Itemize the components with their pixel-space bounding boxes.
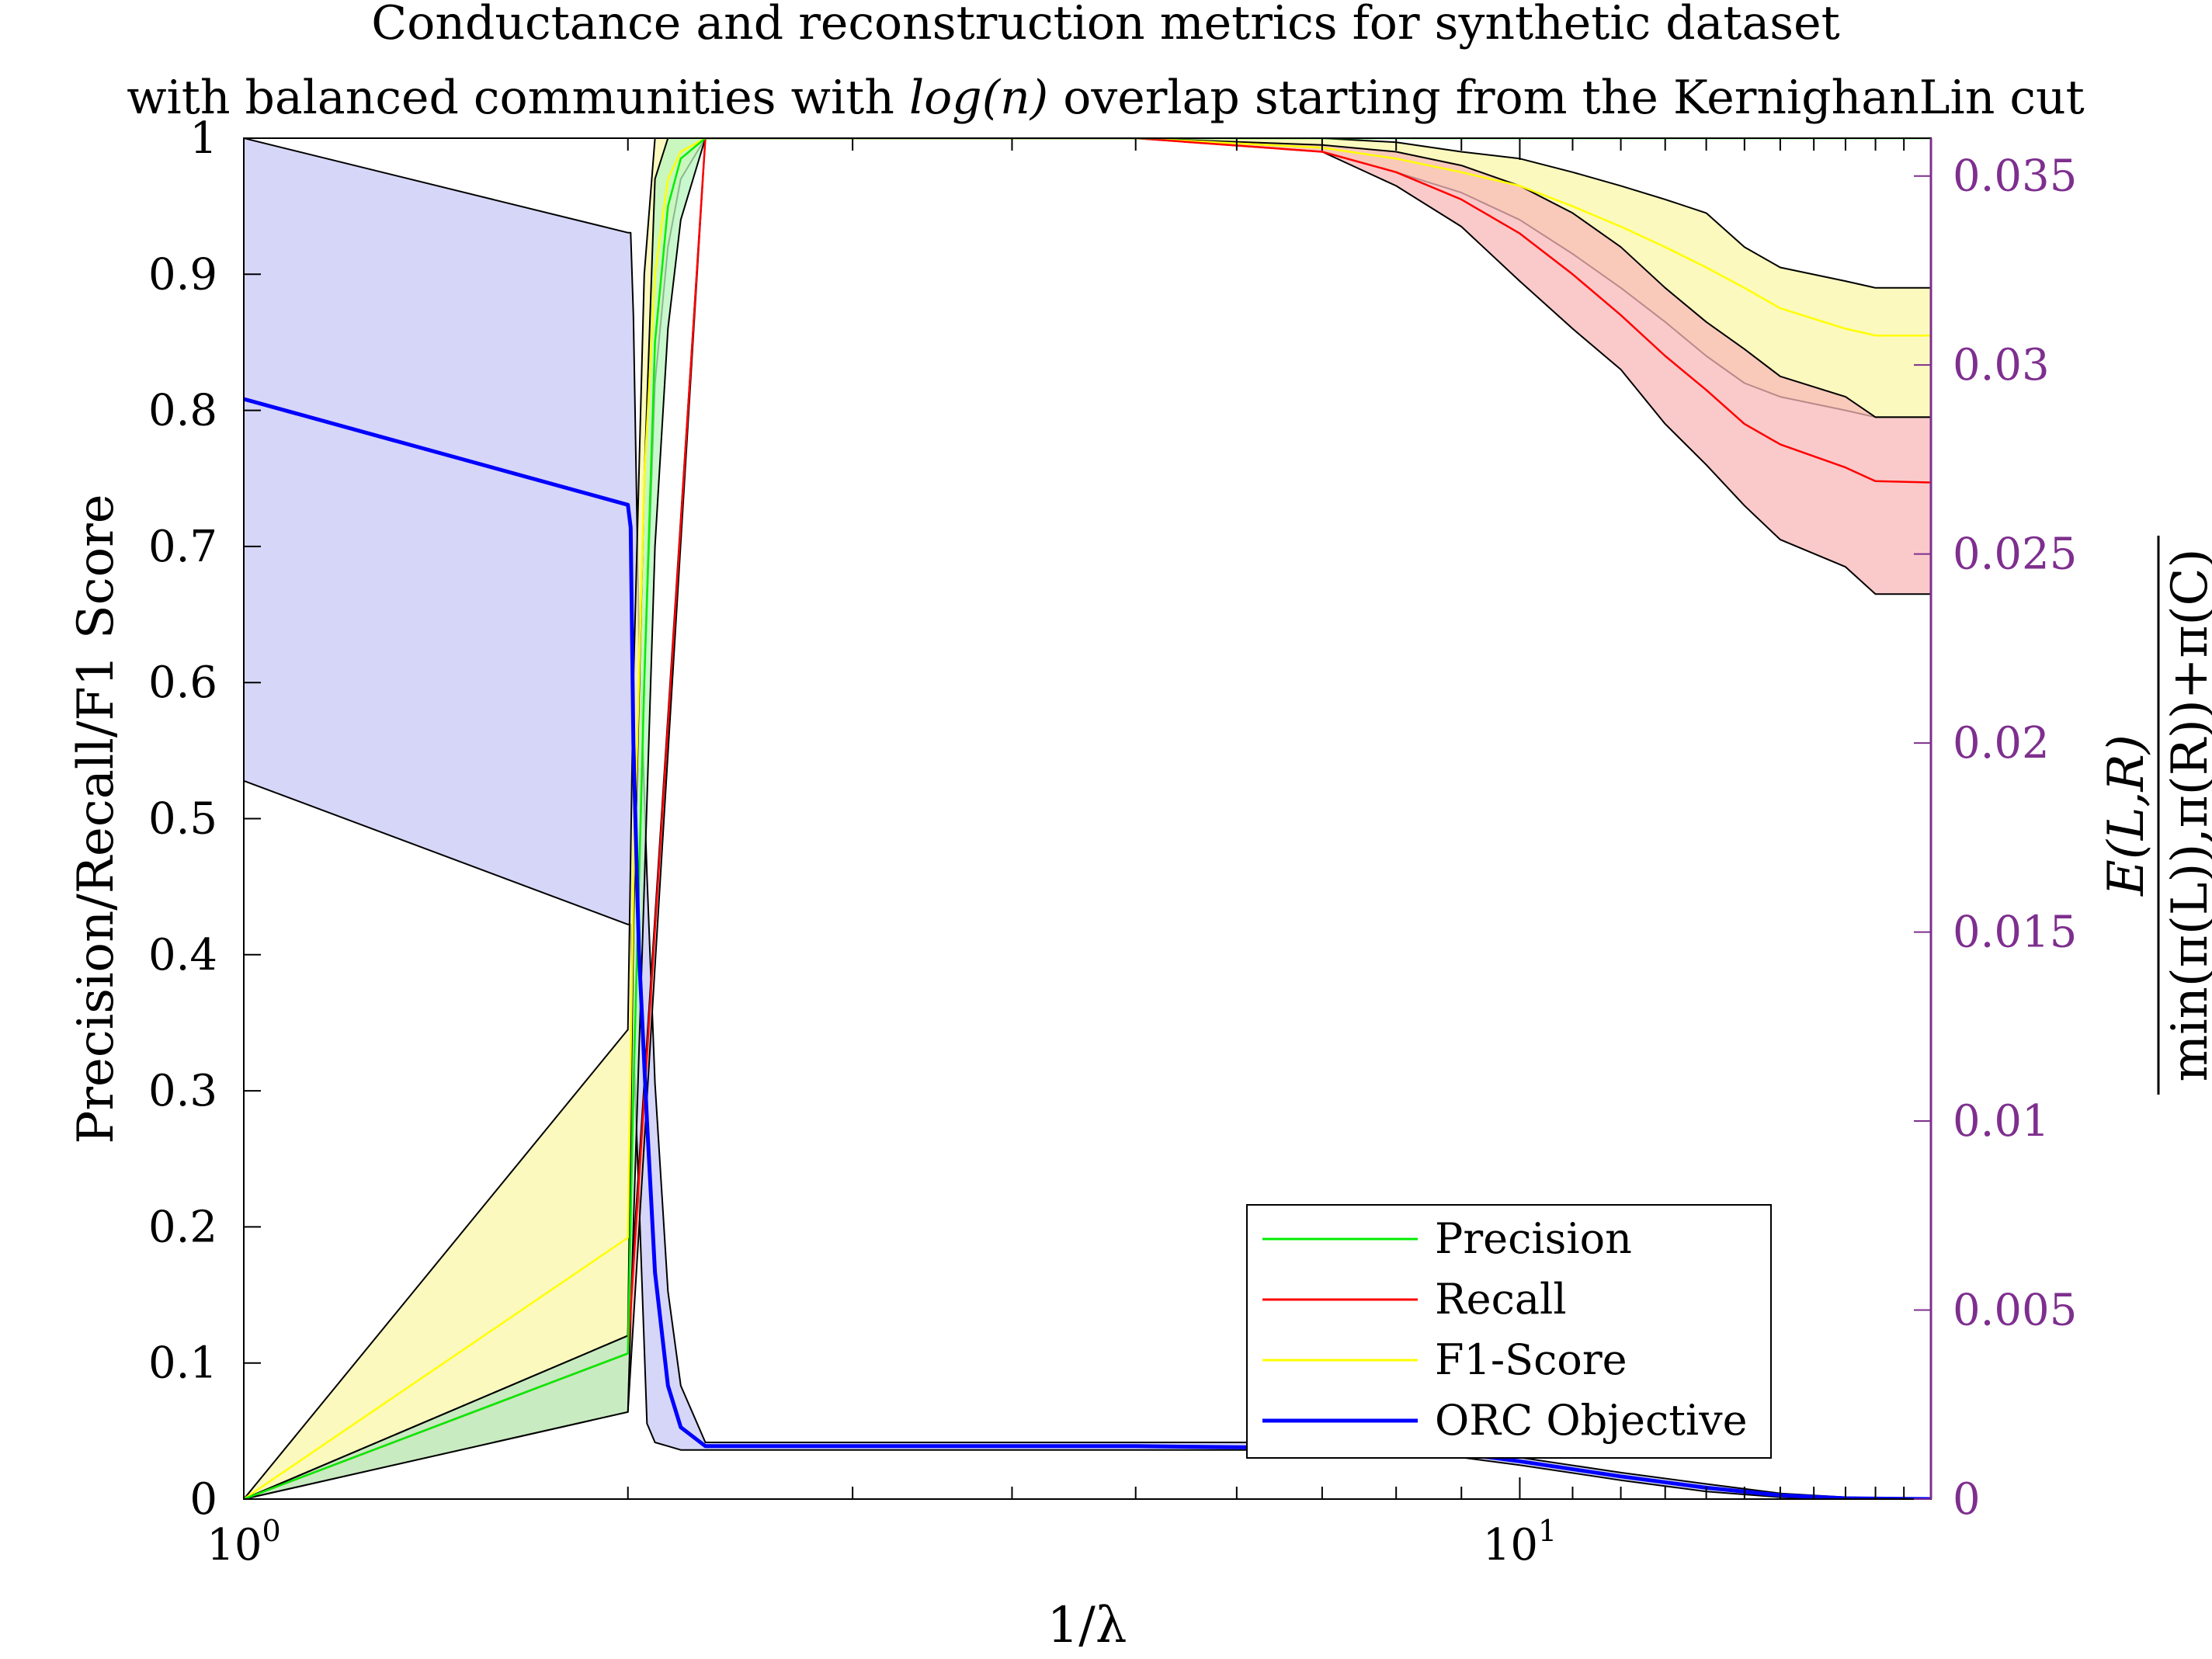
f1-score-band (244, 138, 1931, 1499)
recall-band (244, 138, 1931, 1499)
right-y-tick-label: 0.03 (1953, 340, 2050, 390)
legend-label-orc-objective: ORC Objective (1435, 1396, 1748, 1445)
right-y-axis-label: E(L,R) min(π(L)),π(R))+π(C) (2098, 536, 2212, 1095)
recall-line (244, 138, 1931, 1499)
left-y-axis-ticks: 0 0.1 0.2 0.3 0.4 0.5 0.6 0.7 0.8 0.9 1 (148, 113, 261, 1525)
right-y-tick-label: 0.015 (1953, 908, 2077, 958)
left-y-tick-label: 1 (189, 113, 217, 164)
legend-box (1246, 1204, 1772, 1459)
x-tick-label: 100 (207, 1514, 280, 1570)
right-y-tick-label: 0.025 (1953, 529, 2077, 580)
precision-band (244, 138, 1931, 1499)
f1-score-line (244, 138, 1931, 1499)
legend-label-recall: Recall (1435, 1275, 1567, 1324)
left-y-tick-label: 0.9 (148, 249, 217, 300)
left-y-tick-label: 0.7 (148, 522, 217, 572)
confidence-bands (244, 138, 1931, 1499)
x-axis-ticks: 100 101 (207, 138, 1905, 1570)
left-y-tick-label: 0.6 (148, 658, 217, 708)
right-y-tick-label: 0.01 (1953, 1096, 2050, 1147)
left-y-tick-label: 0.2 (148, 1202, 217, 1252)
legend-label-f1-score: F1-Score (1435, 1335, 1627, 1384)
chart-title-line2: with balanced communities with log(n) ov… (127, 71, 2085, 125)
right-y-tick-label: 0.005 (1953, 1286, 2077, 1336)
right-y-tick-label: 0.035 (1953, 151, 2077, 202)
chart-title-line1: Conductance and reconstruction metrics f… (371, 0, 1839, 50)
precision-line (244, 138, 1931, 1499)
right-y-tick-label: 0.02 (1953, 718, 2050, 769)
left-y-tick-label: 0 (189, 1474, 217, 1525)
right-y-axis-ticks: 0 0.005 0.01 0.015 0.02 0.025 0.03 0.035 (1914, 151, 2077, 1525)
legend: Precision Recall F1-Score ORC Objective (1246, 1204, 1772, 1459)
left-y-axis-label: Precision/Recall/F1 Score (68, 494, 125, 1144)
left-y-tick-label: 0.1 (148, 1338, 217, 1389)
x-axis-label: 1/λ (1047, 1597, 1127, 1654)
svg-text:min(π(L)),π(R))+π(C): min(π(L)),π(R))+π(C) (2162, 549, 2212, 1082)
orc-objective-band (244, 138, 1931, 1499)
right-y-tick-label: 0 (1953, 1474, 1981, 1525)
x-tick-label: 101 (1483, 1514, 1557, 1570)
left-y-tick-label: 0.5 (148, 794, 217, 845)
left-y-tick-label: 0.4 (148, 930, 217, 980)
legend-label-precision: Precision (1435, 1214, 1632, 1263)
left-y-tick-label: 0.3 (148, 1066, 217, 1116)
left-y-tick-label: 0.8 (148, 386, 217, 436)
svg-text:E(L,R): E(L,R) (2098, 734, 2155, 897)
